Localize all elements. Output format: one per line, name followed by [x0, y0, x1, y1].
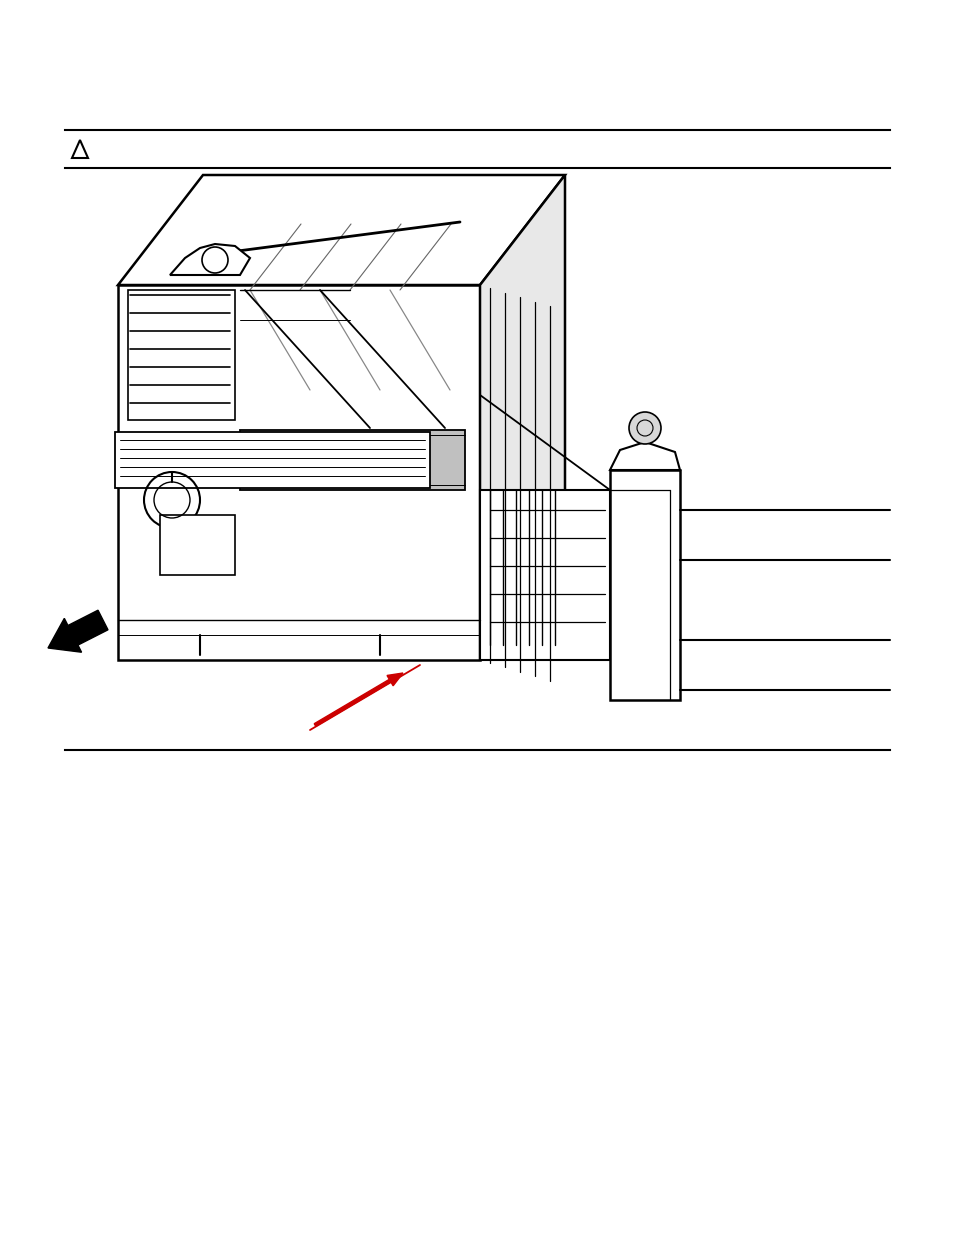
Polygon shape: [115, 432, 430, 488]
Polygon shape: [479, 490, 609, 659]
Polygon shape: [240, 430, 464, 490]
FancyArrow shape: [48, 610, 108, 652]
Polygon shape: [170, 245, 250, 275]
FancyArrow shape: [314, 673, 402, 726]
Polygon shape: [609, 442, 679, 471]
Polygon shape: [118, 285, 479, 659]
Polygon shape: [609, 471, 679, 700]
Circle shape: [628, 412, 660, 445]
Polygon shape: [118, 175, 564, 285]
Circle shape: [202, 247, 228, 273]
Polygon shape: [128, 290, 234, 420]
Polygon shape: [71, 140, 88, 158]
Polygon shape: [160, 515, 234, 576]
Polygon shape: [479, 175, 564, 659]
